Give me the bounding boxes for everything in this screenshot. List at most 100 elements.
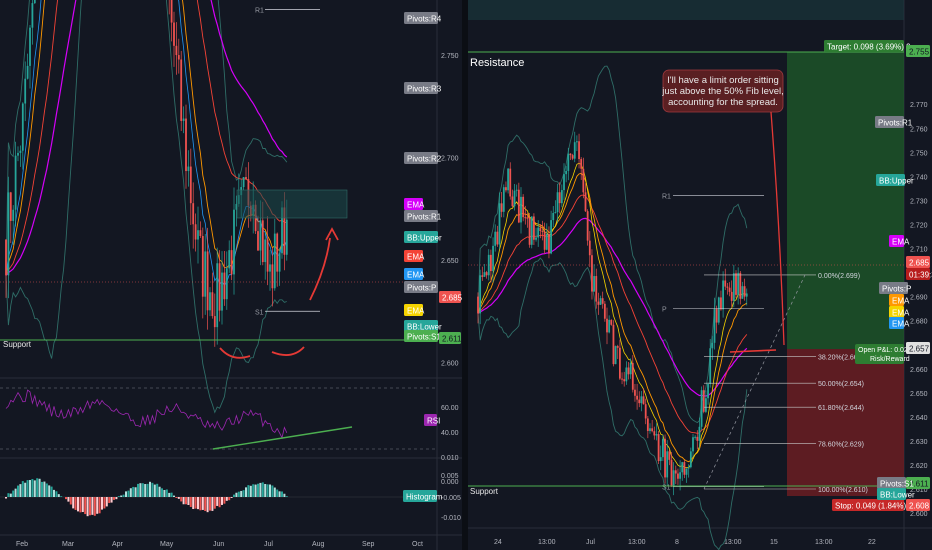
- left-macd-bar: [189, 497, 192, 507]
- left-macd-bar: [9, 493, 12, 497]
- left-macd-bar: [249, 485, 252, 497]
- right-candle: [720, 297, 722, 310]
- right-price-tick: 2.770: [910, 102, 928, 109]
- right-candle: [692, 437, 694, 452]
- right-candle: [621, 378, 623, 380]
- left-chart-canvas[interactable]: 3.0002.9502.9002.8502.8002.7502.7002.650…: [0, 0, 462, 550]
- left-macd-tag-bg: [403, 490, 437, 502]
- left-macd-bar: [122, 494, 125, 497]
- left-pivot-label: R1: [255, 8, 264, 15]
- right-candle: [698, 426, 701, 441]
- right-candle: [713, 308, 716, 343]
- left-macd-bar: [19, 484, 22, 497]
- right-stop-label-bg: [832, 499, 904, 511]
- left-macd-bar: [72, 497, 75, 509]
- right-candle: [662, 438, 664, 458]
- left-macd-bar: [175, 497, 178, 499]
- right-price-tick: 2.620: [910, 463, 928, 470]
- left-macd-bar: [254, 484, 257, 497]
- right-candle: [694, 436, 697, 438]
- right-candle: [569, 153, 572, 156]
- left-macd-bar: [197, 497, 199, 510]
- right-bb-lower: [477, 257, 748, 550]
- left-rsi-line: [5, 389, 288, 439]
- right-entry-mark: [729, 349, 777, 353]
- right-candle: [507, 168, 509, 191]
- left-macd-bar: [21, 481, 24, 497]
- right-price-tick: 2.650: [910, 391, 928, 398]
- right-candle: [689, 451, 692, 468]
- left-current-price-tag-bg: [439, 291, 461, 303]
- right-candle: [567, 153, 570, 171]
- left-macd-bar: [43, 481, 46, 497]
- right-candle: [576, 141, 578, 143]
- right-price-tick: 2.730: [910, 198, 928, 205]
- right-candle: [651, 428, 654, 432]
- right-candle: [563, 174, 565, 191]
- right-candle: [644, 404, 647, 419]
- right-candle: [659, 457, 662, 462]
- right-candle: [627, 367, 630, 375]
- right-candle: [649, 428, 651, 431]
- right-candle: [664, 438, 666, 478]
- right-price-tick: 2.720: [910, 222, 928, 229]
- left-macd-bar: [105, 497, 108, 507]
- left-support-price-tag-bg: [439, 332, 461, 344]
- left-macd-bar: [57, 494, 60, 497]
- right-callout-box: [662, 69, 784, 113]
- right-price-tag-bg: [889, 317, 904, 329]
- left-macd-bar: [269, 484, 271, 497]
- left-support-label: Support: [3, 340, 32, 349]
- left-time-tick: Feb: [16, 541, 28, 548]
- right-fib-label: 50.00%(2.654): [818, 381, 864, 388]
- left-candle: [21, 103, 24, 151]
- left-price-tag: EMA: [407, 271, 425, 280]
- right-candle: [492, 245, 494, 272]
- left-macd-bar: [187, 497, 190, 505]
- left-candle: [242, 177, 245, 188]
- left-macd-bar: [264, 484, 267, 497]
- left-macd-tick: -0.005: [441, 495, 461, 502]
- left-chart-panel[interactable]: 3.0002.9502.9002.8502.8002.7502.7002.650…: [0, 0, 462, 550]
- left-macd-bar: [165, 489, 168, 497]
- left-price-tag-bg: [404, 82, 438, 94]
- right-countdown-tag: 01:39:36: [909, 271, 932, 280]
- left-macd-bar: [185, 497, 187, 505]
- right-candle: [496, 231, 499, 245]
- left-candle: [273, 233, 276, 289]
- right-time-tick: 13:00: [538, 539, 556, 546]
- right-candle: [584, 192, 587, 212]
- right-candle: [677, 473, 679, 479]
- left-macd-bar: [247, 485, 250, 497]
- right-callout-line: accounting for the spread.: [668, 97, 778, 108]
- right-price-tag-bg: [877, 477, 906, 489]
- left-macd-bar: [17, 485, 19, 497]
- left-macd-bar: [129, 488, 132, 497]
- left-macd-bar: [50, 486, 53, 497]
- left-macd-bar: [261, 482, 264, 497]
- left-candle: [228, 250, 231, 269]
- left-macd-bar: [259, 482, 262, 497]
- left-candle: [17, 152, 19, 156]
- left-ema-magenta: [5, 0, 288, 276]
- right-candle: [535, 237, 537, 240]
- left-macd-bar: [151, 482, 154, 497]
- right-risk-reward: Risk/Reward: [870, 356, 910, 363]
- left-candle: [281, 207, 283, 254]
- right-price-tick: 2.610: [910, 487, 928, 494]
- right-candle: [556, 192, 559, 213]
- left-rsi-tag: RSI: [427, 417, 440, 426]
- right-chart-panel[interactable]: 2.7702.7602.7502.7402.7302.7202.7102.700…: [468, 0, 932, 550]
- left-time-tick: Oct: [412, 541, 423, 548]
- left-macd-bar: [173, 495, 175, 497]
- panel-divider[interactable]: [462, 0, 468, 550]
- right-candle: [479, 275, 482, 314]
- right-chart-canvas[interactable]: 2.7702.7602.7502.7402.7302.7202.7102.700…: [468, 0, 932, 550]
- right-candle: [588, 240, 591, 256]
- left-candle: [12, 209, 15, 221]
- left-candle: [245, 177, 247, 180]
- right-candle: [728, 287, 731, 292]
- left-candle: [257, 231, 259, 251]
- left-macd-bar: [41, 481, 43, 497]
- right-candle: [687, 467, 690, 469]
